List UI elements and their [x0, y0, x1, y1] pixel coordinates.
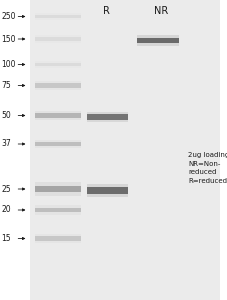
Text: 250: 250: [1, 12, 16, 21]
Bar: [35, 15, 81, 18]
Bar: [87, 114, 128, 120]
Text: 15: 15: [1, 234, 11, 243]
Text: NR: NR: [154, 5, 168, 16]
Bar: [35, 182, 81, 196]
Bar: [87, 112, 128, 122]
Text: 25: 25: [1, 184, 11, 194]
Bar: [87, 187, 128, 194]
Bar: [35, 205, 81, 215]
Bar: [137, 38, 179, 43]
Bar: [35, 142, 81, 146]
Bar: [137, 35, 179, 46]
Bar: [35, 234, 81, 243]
Bar: [35, 13, 81, 20]
Text: 75: 75: [1, 81, 11, 90]
Bar: [30, 0, 220, 300]
Bar: [35, 83, 81, 88]
Bar: [35, 81, 81, 90]
Bar: [35, 35, 81, 43]
Text: 20: 20: [1, 206, 11, 214]
Bar: [35, 61, 81, 68]
Bar: [35, 37, 81, 41]
Text: R: R: [103, 5, 110, 16]
Bar: [87, 184, 128, 197]
Text: 150: 150: [1, 34, 16, 43]
Bar: [35, 140, 81, 148]
Bar: [35, 236, 81, 241]
Text: 50: 50: [1, 111, 11, 120]
Bar: [35, 63, 81, 66]
Bar: [35, 186, 81, 192]
Bar: [35, 111, 81, 120]
Bar: [35, 208, 81, 212]
Text: 2ug loading
NR=Non-
reduced
R=reduced: 2ug loading NR=Non- reduced R=reduced: [188, 152, 227, 184]
Text: 100: 100: [1, 60, 16, 69]
Text: 37: 37: [1, 140, 11, 148]
Bar: [35, 113, 81, 118]
